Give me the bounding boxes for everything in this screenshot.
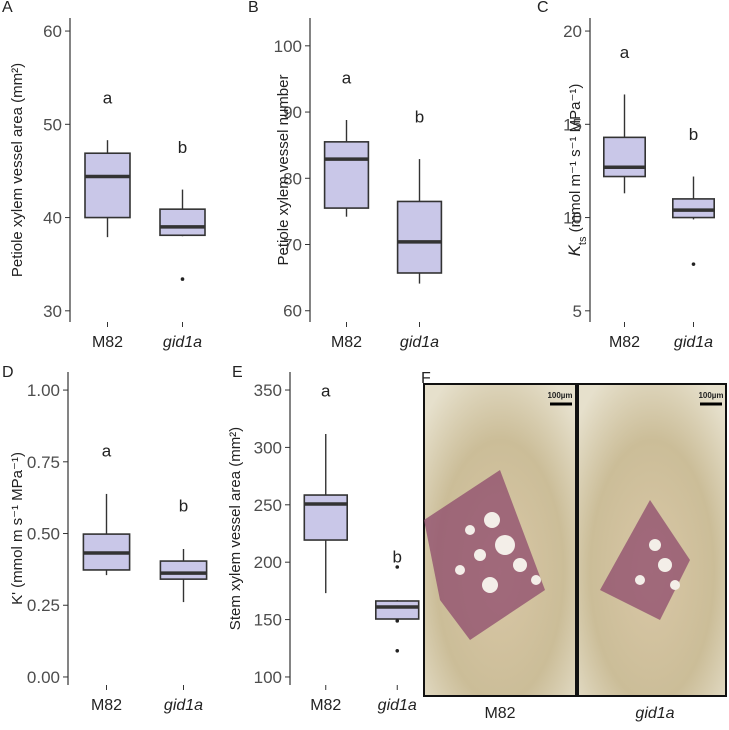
micrograph: 100µm [577, 383, 727, 697]
significance-letter: a [342, 69, 352, 88]
y-tick-label: 50 [43, 115, 62, 134]
significance-letter: b [178, 138, 187, 157]
y-tick-label: 0.50 [27, 525, 60, 544]
box [602, 136, 646, 178]
outlier [395, 565, 400, 569]
x-tick-label: M82 [609, 334, 640, 351]
significance-letter: a [102, 441, 112, 460]
box [374, 600, 420, 620]
box-plot: D 0.00 0.25 0.50 0.75 1.00 K' (mmol m s⁻¹ MPa⁻… [2, 364, 208, 714]
y-tick-label: 0.25 [27, 596, 60, 615]
box [159, 208, 206, 237]
image-caption: M82 [484, 705, 515, 722]
y-tick-label: 90 [283, 103, 302, 122]
y-tick-label: 200 [254, 553, 282, 572]
box [671, 198, 715, 219]
box [303, 494, 348, 541]
significance-letter: b [689, 125, 698, 144]
y-tick-label: 1.00 [27, 381, 60, 400]
box [396, 200, 443, 274]
box [84, 152, 131, 219]
significance-letter: a [321, 381, 331, 400]
y-axis-label: Kts (mmol m⁻¹ s⁻¹ MPa⁻¹) [565, 84, 589, 257]
x-tick-label: M82 [91, 697, 122, 714]
outlier [395, 648, 400, 653]
y-tick-label: 10 [563, 209, 582, 228]
box-plot: C 5 10 15 20 Kts (mmol m⁻¹ s⁻¹ MPa⁻¹) M82 a gid1… [537, 0, 715, 351]
x-tick-label: M82 [331, 334, 362, 351]
y-axis-label-part: (mmol m⁻¹ s⁻¹ MPa⁻¹) [567, 84, 584, 237]
x-tick-label: gid1a [378, 697, 417, 714]
box [159, 560, 208, 580]
box [323, 141, 370, 209]
significance-letter: b [179, 496, 188, 515]
y-tick-label: 150 [254, 611, 282, 630]
y-tick-label: 15 [563, 115, 582, 134]
y-tick-label: 40 [43, 209, 62, 228]
y-axis-label: Stem xylem vessel area (mm²) [227, 427, 244, 630]
outlier [691, 262, 696, 266]
panel-label: A [2, 0, 13, 16]
x-tick-label: gid1a [164, 697, 203, 714]
y-axis-label: Petiole xylem vessel area (mm²) [9, 63, 26, 277]
y-tick-label: 0.00 [27, 668, 60, 687]
y-tick-label: 350 [254, 381, 282, 400]
y-axis-label-part: K [565, 244, 584, 256]
y-tick-label: 250 [254, 496, 282, 515]
y-tick-label: 100 [254, 668, 282, 687]
y-tick-label: 20 [563, 22, 582, 41]
y-axis-label-part: ts [577, 236, 589, 245]
box-plot: A 30 40 50 60 Petiole xylem vessel area (mm²)… [2, 0, 206, 351]
y-tick-label: 100 [274, 37, 302, 56]
box-plot: E 100 150 200 250 300 350 Stem xylem vessel are… [227, 364, 420, 714]
y-tick-label: 70 [283, 236, 302, 255]
y-tick-label: 60 [283, 302, 302, 321]
x-tick-label: gid1a [163, 334, 202, 351]
panel-label: F [421, 370, 431, 387]
micrograph-panel: F 100µm 100µm M82 gid1a [421, 370, 727, 722]
panel-label: D [2, 364, 14, 381]
y-tick-label: 5 [573, 302, 582, 321]
box-plot: B 60 70 80 90 100 Petiole xylem vessel number M… [248, 0, 443, 351]
significance-letter: a [620, 43, 630, 62]
outlier [395, 619, 400, 623]
x-tick-label: M82 [92, 334, 123, 351]
significance-letter: a [103, 89, 113, 108]
panel-label: B [248, 0, 259, 16]
scale-bar-label: 100µm [547, 391, 572, 400]
y-tick-label: 0.75 [27, 453, 60, 472]
x-tick-label: M82 [310, 697, 341, 714]
micrograph: 100µm [423, 383, 577, 697]
y-tick-label: 60 [43, 22, 62, 41]
outlier [180, 277, 185, 281]
y-tick-label: 30 [43, 302, 62, 321]
y-tick-label: 80 [283, 169, 302, 188]
scale-bar-label: 100µm [698, 391, 723, 400]
y-axis-label: Petiole xylem vessel number [275, 75, 292, 266]
panel-label: E [232, 364, 243, 381]
panel-label: C [537, 0, 549, 16]
significance-letter: b [393, 548, 402, 567]
y-axis-label: K' (mmol m s⁻¹ MPa⁻¹) [9, 452, 26, 605]
image-caption: gid1a [635, 705, 674, 722]
y-tick-label: 300 [254, 438, 282, 457]
x-tick-label: gid1a [400, 334, 439, 351]
x-tick-label: gid1a [674, 334, 713, 351]
significance-letter: b [415, 108, 424, 127]
